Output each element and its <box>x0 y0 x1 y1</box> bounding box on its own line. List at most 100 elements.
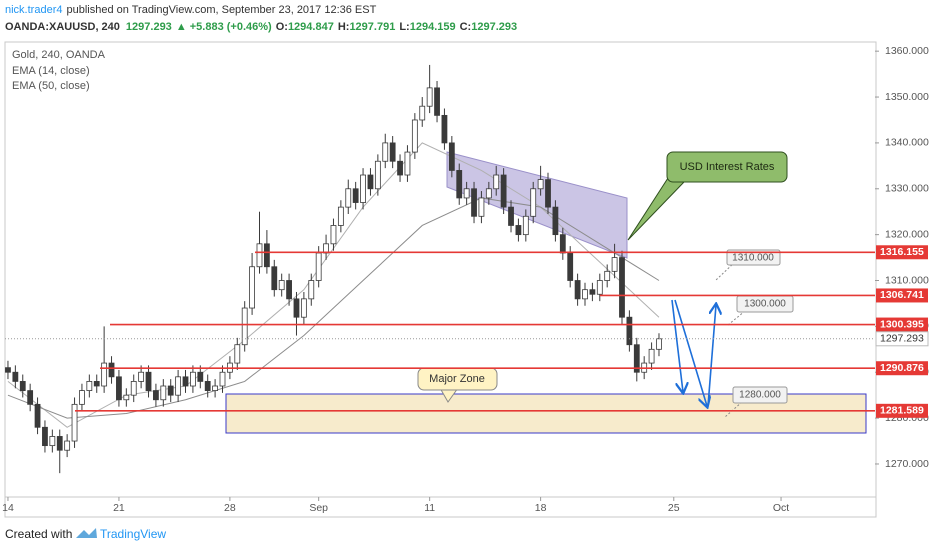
callout-text: 1310.000 <box>732 253 774 264</box>
candle-body <box>271 266 278 291</box>
level-box <box>876 288 928 303</box>
candle-body <box>374 160 381 190</box>
arrow <box>671 299 683 392</box>
y-tick-label: 1330.000 <box>885 183 929 195</box>
level-label: 1306.741 <box>880 289 924 301</box>
candle-body <box>278 280 285 291</box>
y-tick-label: 1360.000 <box>885 45 929 57</box>
candle-body <box>360 174 366 203</box>
ohlc-label: C: <box>460 21 472 33</box>
candle-body <box>56 436 63 451</box>
candle-body <box>34 403 41 428</box>
ohlc-value: 1294.847 <box>288 21 334 33</box>
x-tick-label: 18 <box>535 502 547 514</box>
candle-body <box>138 371 145 382</box>
candle-body <box>116 376 122 401</box>
ohlc-label: H: <box>338 21 350 33</box>
x-tick-label: 28 <box>224 502 236 514</box>
candle-body <box>5 367 11 373</box>
candle-body <box>300 298 307 318</box>
candle-body <box>153 390 159 401</box>
candle-body <box>471 188 477 217</box>
legend-entry: EMA (14, close) <box>12 65 90 77</box>
candle-body <box>485 188 492 199</box>
candle-body <box>241 307 248 346</box>
chart-title: Gold, 240, OANDA <box>12 49 106 61</box>
x-tick-label: 14 <box>2 502 14 514</box>
candle-body <box>515 225 522 236</box>
callout-text: Major Zone <box>429 373 485 385</box>
candle-body <box>19 381 26 391</box>
callout-text: USD Interest Rates <box>680 161 775 173</box>
candle-body <box>648 348 655 364</box>
candle-body <box>633 344 640 373</box>
candle-body <box>463 188 470 199</box>
candle-body <box>167 385 174 396</box>
candle-body <box>108 362 115 378</box>
candle-body <box>441 114 448 144</box>
symbol-line: OANDA:XAUUSD, 240 1297.293 ▲ +5.883 (+0.46… <box>5 21 517 33</box>
candle-body <box>478 197 485 217</box>
y-tick-label: 1310.000 <box>885 274 929 286</box>
candle-body <box>293 298 300 318</box>
y-tick-label: 1340.000 <box>885 137 929 149</box>
callout-box <box>666 151 788 183</box>
last-price-box <box>875 331 929 347</box>
candle-body <box>130 381 137 396</box>
candle-body <box>552 206 559 236</box>
candle-body <box>493 174 500 190</box>
candle-body <box>145 371 152 391</box>
y-tick-label: 1320.000 <box>885 228 929 240</box>
candle-body <box>101 362 108 387</box>
candle-body <box>537 179 544 190</box>
ema-line <box>7 197 660 419</box>
candle-body <box>345 188 352 208</box>
candle-body <box>604 270 611 281</box>
callout-text: 1280.000 <box>739 390 781 401</box>
footer-text: Created with <box>5 527 72 541</box>
level-label: 1290.876 <box>880 362 924 374</box>
change: ▲ +5.883 (+0.46%) <box>176 21 272 33</box>
candle-body <box>219 371 226 387</box>
candle-body <box>286 280 292 300</box>
arrow <box>707 305 716 407</box>
ohlc-value: 1294.159 <box>410 21 456 33</box>
callout-box <box>726 249 781 266</box>
candle-body <box>619 257 625 318</box>
candle-body <box>352 188 359 203</box>
candle-body <box>559 234 566 254</box>
footer-brand[interactable]: TradingView <box>100 527 166 541</box>
price: 1297.293 <box>126 21 172 33</box>
candle-body <box>182 376 189 387</box>
candle-body <box>522 215 529 236</box>
candle-body <box>42 426 48 447</box>
candle-body <box>204 381 211 391</box>
ohlc-value: 1297.293 <box>471 21 517 33</box>
callout-box <box>732 386 788 404</box>
author[interactable]: nick.trader4 <box>5 4 62 16</box>
candle-body <box>49 436 56 447</box>
candle-body <box>411 119 418 153</box>
candle-body <box>123 394 130 401</box>
candle-body <box>197 371 204 382</box>
x-tick-label: Oct <box>773 502 789 514</box>
candle-body <box>404 151 411 176</box>
level-box <box>876 317 928 332</box>
candle-body <box>545 179 551 208</box>
header-line: nick.trader4 published on TradingView.com… <box>5 4 377 16</box>
candle-body <box>530 188 537 217</box>
candle-body <box>626 316 633 346</box>
candle-body <box>656 338 662 350</box>
candle-body <box>382 142 389 162</box>
footer-logo <box>76 528 97 538</box>
arrow <box>674 299 707 406</box>
legend-entry: EMA (50, close) <box>12 80 90 92</box>
candle-body <box>234 344 241 364</box>
ohlc-value: 1297.791 <box>349 21 395 33</box>
x-tick-label: Sep <box>309 502 328 514</box>
level-box <box>876 245 928 260</box>
level-box <box>876 403 928 418</box>
level-label: 1281.589 <box>880 405 924 417</box>
